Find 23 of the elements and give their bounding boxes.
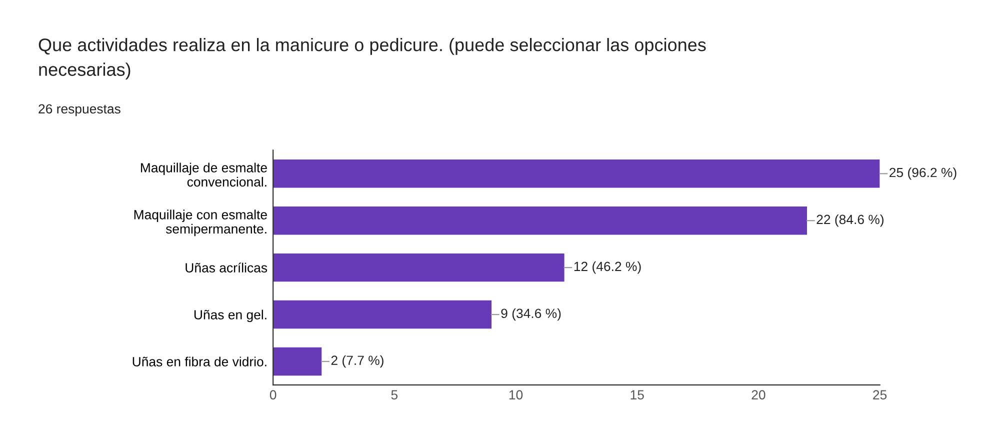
x-tick-label: 0 <box>270 390 276 400</box>
bar <box>273 300 492 329</box>
x-tick-label: 10 <box>509 390 523 400</box>
bar <box>273 253 564 282</box>
x-tick-label: 5 <box>391 390 398 400</box>
y-tick-label: Uñas en gel. <box>194 310 266 322</box>
x-tick-label: 25 <box>873 390 887 400</box>
y-tick-label: Uñas acrílicas <box>186 262 268 272</box>
bar <box>273 160 880 188</box>
data-label: 22 (84.6 %) <box>816 214 884 227</box>
y-tick-label: Maquillaje de esmalte convencional. <box>140 162 267 187</box>
chart-title: Que actividades realiza en la manicure o pedicure. (puede seleccionar las opciones necesarias) <box>38 38 706 80</box>
bar <box>273 347 322 376</box>
x-tick-label: 20 <box>752 390 766 400</box>
data-label: 12 (46.2 %) <box>574 261 641 274</box>
y-tick-label: Uñas en fibra de vidrio. <box>132 356 266 366</box>
data-label: 2 (7.7 %) <box>331 355 384 368</box>
data-label: 9 (34.6 %) <box>501 308 561 321</box>
y-tick-label: Maquillaje con esmalte semipermanente. <box>134 210 267 236</box>
x-tick-label: 15 <box>630 390 644 400</box>
data-label: 25 (96.2 %) <box>890 167 956 180</box>
text: 26 respuestas <box>38 104 120 116</box>
bar <box>273 206 807 235</box>
